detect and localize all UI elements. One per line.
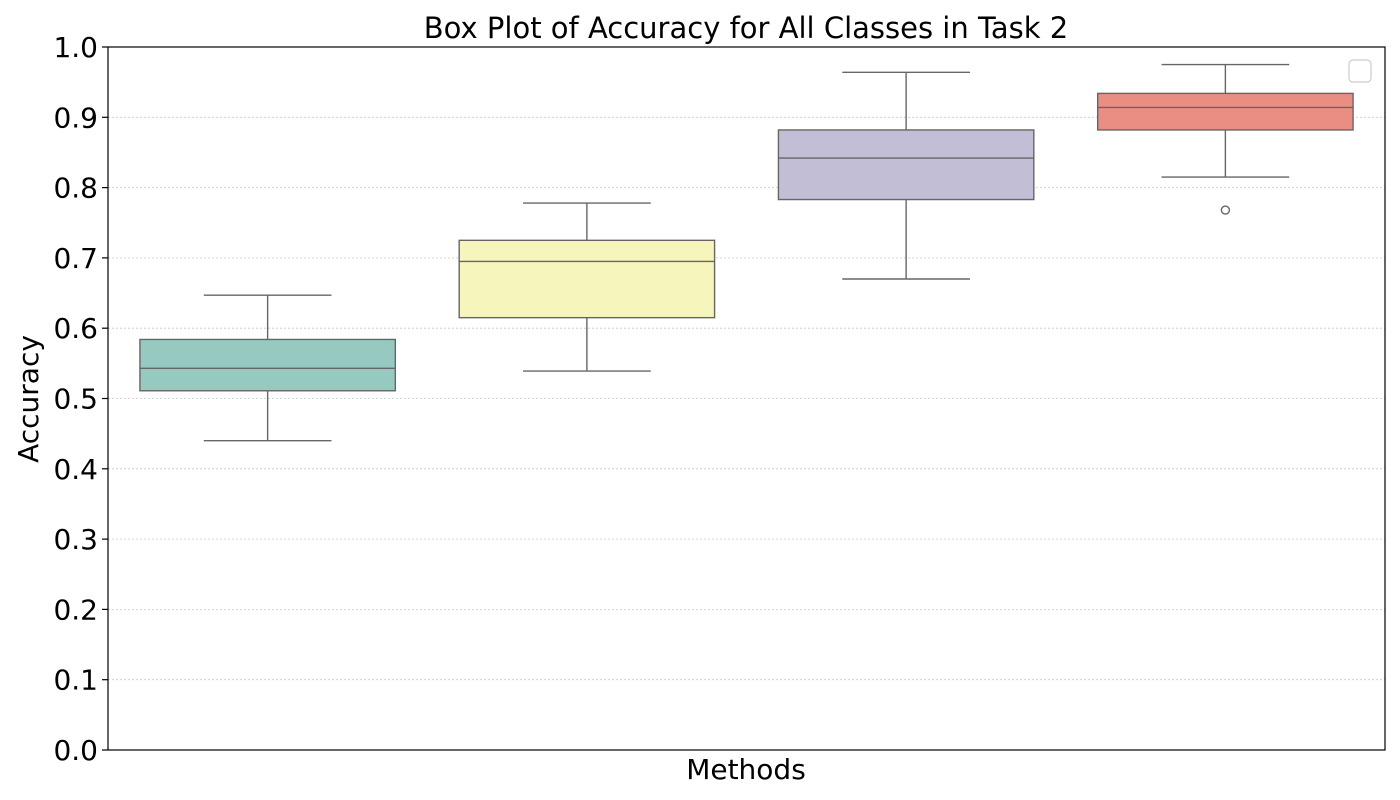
iqr-box [458, 239, 716, 319]
box-series [139, 63, 1354, 442]
y-tick-label-1: 0.1 [53, 664, 98, 697]
box-2 [458, 202, 716, 372]
y-tick-label-3: 0.3 [53, 523, 98, 556]
y-tick-label-2: 0.2 [53, 593, 98, 626]
y-tick-label-9: 0.9 [53, 101, 98, 134]
x-axis-title: Methods [686, 753, 806, 786]
y-tick-label-10: 1.0 [53, 31, 98, 64]
y-axis-ticks: 0.0 0.1 0.2 0.3 0.4 0.5 0.6 0.7 0.8 0.9 1.0 [53, 31, 108, 767]
y-axis-title: Accuracy [12, 335, 45, 463]
iqr-box [1096, 92, 1354, 131]
y-tick-label-7: 0.7 [53, 242, 98, 275]
y-tick-label-0: 0.0 [53, 734, 98, 767]
box-4 [1096, 63, 1354, 215]
iqr-box [139, 338, 397, 392]
grid-lines [108, 116, 1385, 681]
chart-title: Box Plot of Accuracy for All Classes in … [424, 11, 1068, 45]
y-tick-label-5: 0.5 [53, 383, 98, 416]
box-1 [139, 294, 397, 442]
iqr-box [777, 129, 1035, 201]
box-3 [777, 71, 1035, 280]
legend [1348, 59, 1372, 83]
y-tick-label-6: 0.6 [53, 312, 98, 345]
y-tick-label-8: 0.8 [53, 172, 98, 205]
outlier-point-1 [1220, 205, 1231, 215]
y-tick-label-4: 0.4 [53, 453, 98, 486]
